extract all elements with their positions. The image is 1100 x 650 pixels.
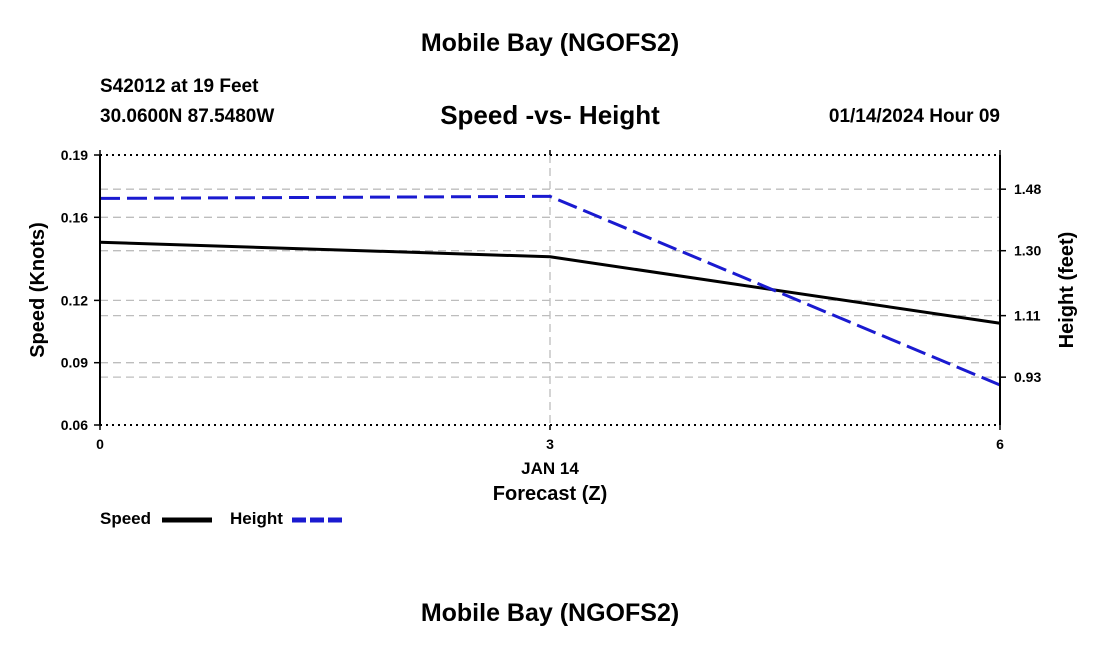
tick-label-right-3: 0.93 xyxy=(1014,369,1041,385)
tick-label-right-0: 1.48 xyxy=(1014,181,1041,197)
series-layer xyxy=(99,194,1001,387)
tick-label-x-0: 0 xyxy=(96,436,104,452)
footer-title: Mobile Bay (NGOFS2) xyxy=(420,599,680,627)
x-date-label: JAN 14 xyxy=(521,459,579,478)
tick-label-left-2: 0.12 xyxy=(61,292,88,308)
tick-label-left-0: 0.19 xyxy=(61,147,88,163)
x-axis-label: Forecast (Z) xyxy=(493,483,607,505)
station-coordinates: 30.0600N 87.5480W xyxy=(100,106,275,127)
axis-labels: JAN 14 Forecast (Z) Speed (Knots) Height… xyxy=(27,222,1078,505)
page-title: Mobile Bay (NGOFS2) xyxy=(420,29,680,57)
series-line-height xyxy=(99,194,1001,387)
forecast-datetime: 01/14/2024 Hour 09 xyxy=(828,106,1000,127)
y-axis-left-label: Speed (Knots) xyxy=(27,222,49,358)
tick-label-x-2: 6 xyxy=(996,436,1004,452)
grid-lines xyxy=(100,155,1000,425)
tick-label-left-1: 0.16 xyxy=(61,209,88,225)
y-axis-right-label: Height (feet) xyxy=(1056,232,1078,349)
tick-label-left-3: 0.09 xyxy=(61,355,88,371)
tick-label-left-4: 0.06 xyxy=(61,417,88,433)
plot-frame xyxy=(94,150,1006,430)
chart-title: Speed -vs- Height xyxy=(440,100,660,130)
series-line-speed xyxy=(99,240,1001,325)
tick-labels: 0.19 0.16 0.12 0.09 0.06 1.48 1.30 1.11 0.93 0 3 6 xyxy=(61,147,1042,452)
tick-label-x-1: 3 xyxy=(546,436,554,452)
station-label: S42012 at 19 Feet xyxy=(100,76,259,97)
legend-height-label: Height xyxy=(230,509,283,528)
tick-label-right-2: 1.11 xyxy=(1014,308,1041,324)
tick-label-right-1: 1.30 xyxy=(1014,243,1041,259)
legend-speed-label: Speed xyxy=(100,509,152,528)
